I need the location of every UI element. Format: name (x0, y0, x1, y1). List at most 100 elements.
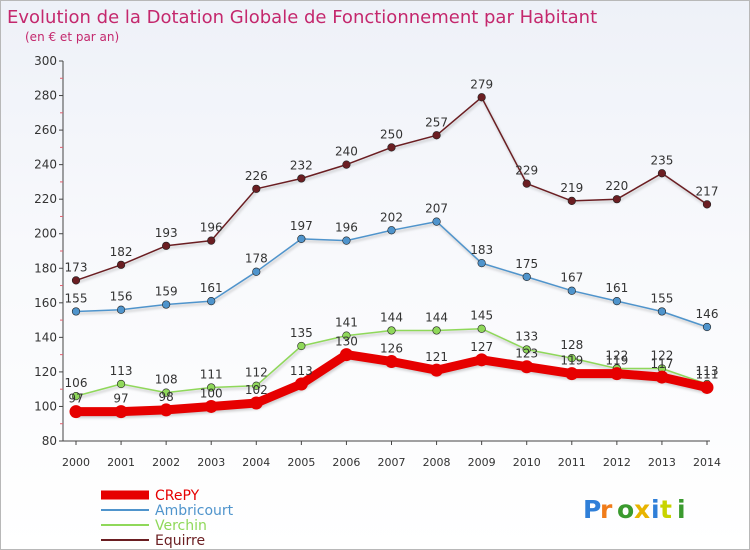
point-crepy (204, 399, 218, 413)
point-verchin (71, 391, 81, 401)
data-label-crepy: 121 (425, 350, 448, 364)
x-tick-label: 2012 (603, 456, 631, 469)
data-label-ambricourt: 146 (696, 307, 719, 321)
logo-letter: r (600, 495, 613, 524)
data-labels: 173 182 193 196 226 232 240 250 257 279 229 219 220 2… (65, 77, 719, 405)
point-crepy (114, 405, 128, 419)
x-tick-label: 2004 (242, 456, 270, 469)
data-label-verchin: 106 (65, 376, 88, 390)
data-label-ambricourt: 178 (245, 252, 268, 266)
y-tick-label: 260 (34, 123, 57, 137)
point-equirre (522, 179, 531, 188)
chart-title: Evolution de la Dotation Globale de Fonc… (7, 7, 597, 28)
x-tick-label: 2006 (332, 456, 360, 469)
point-ambricourt (522, 272, 531, 282)
point-ambricourt (297, 234, 306, 244)
data-label-ambricourt: 202 (380, 210, 403, 224)
point-crepy (610, 367, 624, 381)
series-layer (69, 93, 714, 419)
data-label-crepy: 113 (290, 364, 313, 378)
point-crepy (430, 363, 444, 377)
x-tick-label: 2010 (513, 456, 541, 469)
y-tick-label: 120 (34, 365, 57, 379)
data-label-ambricourt: 159 (155, 285, 178, 299)
point-crepy (339, 348, 353, 362)
point-ambricourt (342, 236, 351, 245)
data-label-crepy: 119 (560, 354, 583, 368)
data-label-ambricourt: 197 (290, 219, 313, 233)
data-label-ambricourt: 155 (65, 291, 88, 305)
point-equirre (116, 260, 126, 269)
data-label-crepy: 98 (159, 390, 174, 404)
legend-label-verchin: Verchin (155, 518, 207, 534)
data-label-crepy: 102 (245, 383, 268, 397)
x-tick-label: 2014 (693, 456, 721, 469)
data-label-verchin: 144 (380, 310, 403, 324)
point-crepy (159, 403, 173, 417)
legend-label-crepy: CRePY (155, 488, 200, 504)
point-verchin (252, 381, 261, 390)
data-label-equirre: 240 (335, 145, 358, 159)
data-label-crepy: 127 (470, 340, 493, 354)
point-ambricourt (71, 307, 81, 316)
data-label-equirre: 196 (200, 221, 223, 235)
point-equirre (342, 160, 351, 169)
point-equirre (567, 196, 576, 206)
point-verchin (342, 331, 351, 340)
point-equirre (252, 184, 261, 193)
data-label-equirre: 173 (65, 260, 88, 274)
point-equirre (71, 276, 81, 285)
legend-label-equirre: Equirre (155, 533, 205, 549)
point-crepy (249, 396, 263, 410)
data-label-equirre: 182 (110, 245, 133, 259)
point-ambricourt (567, 286, 576, 295)
data-label-ambricourt: 207 (425, 202, 448, 216)
y-tick-label: 220 (34, 192, 57, 206)
x-tick-label: 2003 (197, 456, 225, 469)
point-equirre (657, 169, 667, 178)
data-label-verchin: 144 (425, 310, 448, 324)
point-ambricourt (612, 296, 621, 306)
data-label-verchin: 141 (335, 316, 358, 330)
x-tick-label: 2002 (152, 456, 180, 469)
y-tick-label: 240 (34, 158, 57, 172)
point-verchin (162, 388, 171, 397)
x-tick-label: 2013 (648, 456, 676, 469)
proxiti-logo: Pr o x i t i (583, 495, 686, 524)
logo-letter: o (617, 495, 634, 524)
point-ambricourt (477, 258, 486, 268)
data-label-ambricourt: 161 (200, 281, 223, 295)
y-tick-label: 160 (34, 296, 57, 310)
point-ambricourt (387, 226, 396, 235)
point-verchin (432, 326, 441, 335)
point-equirre (702, 200, 712, 209)
axes: 80 100 120 140 160 180 200 220 240 260 280 300 2000 2… (34, 54, 721, 469)
x-tick-label: 2007 (378, 456, 406, 469)
point-equirre (612, 195, 621, 204)
point-ambricourt (116, 305, 126, 314)
point-equirre (387, 143, 396, 152)
y-tick-label: 80 (42, 434, 57, 448)
point-ambricourt (702, 322, 712, 332)
x-tick-label: 2001 (107, 456, 135, 469)
point-verchin (477, 324, 486, 333)
legend-label-ambricourt: Ambricourt (155, 503, 234, 519)
y-tick-label: 200 (34, 227, 57, 241)
data-label-verchin: 135 (290, 326, 313, 340)
data-label-verchin: 128 (560, 338, 583, 352)
data-label-equirre: 279 (470, 77, 493, 91)
y-tick-label: 140 (34, 330, 57, 344)
data-label-verchin: 122 (605, 348, 628, 362)
point-crepy (655, 370, 669, 384)
data-label-verchin: 133 (515, 329, 538, 343)
data-label-equirre: 226 (245, 169, 268, 183)
data-label-crepy: 97 (113, 392, 128, 406)
data-label-crepy: 123 (515, 347, 538, 361)
data-label-ambricourt: 196 (335, 221, 358, 235)
data-label-crepy: 100 (200, 386, 223, 400)
data-label-equirre: 193 (155, 226, 178, 240)
data-label-crepy: 119 (605, 354, 628, 368)
x-tick-label: 2009 (468, 456, 496, 469)
data-label-equirre: 232 (290, 158, 313, 172)
